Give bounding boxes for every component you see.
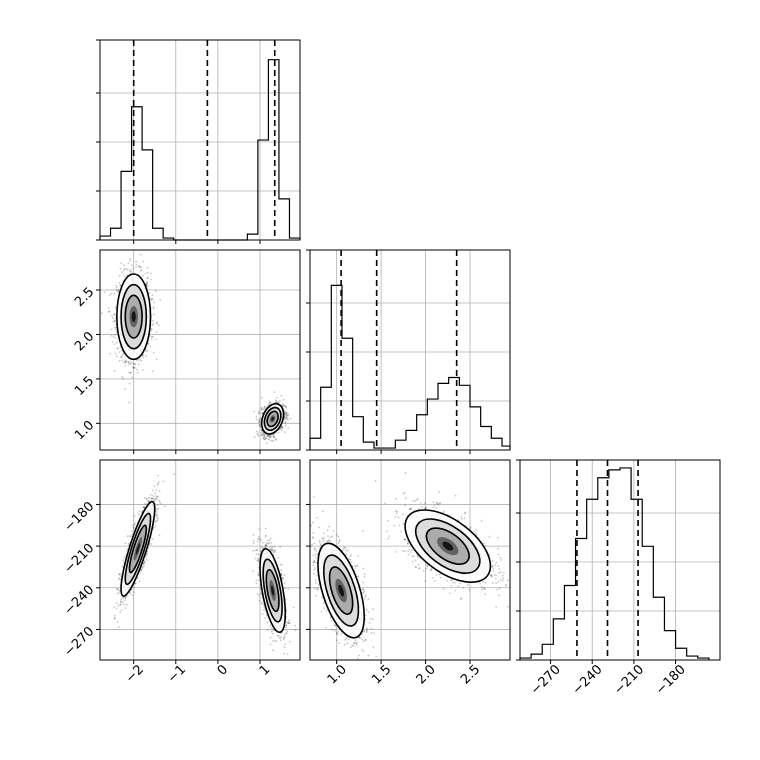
density-level [442, 541, 454, 551]
sample-cluster [253, 391, 292, 444]
sample-cluster [252, 527, 297, 655]
histogram-p0 [99, 59, 301, 241]
contour-line [265, 568, 280, 613]
x-tick-label: 2.0 [414, 662, 439, 687]
contour-line [317, 542, 366, 639]
x-tick-label: −240 [570, 662, 606, 698]
contour-line [322, 554, 360, 627]
density-panel-p2_vs_p0: −2 −1 0 1 −270 −240 −210 −180 [61, 459, 301, 686]
sample-cluster [113, 473, 175, 628]
density-panel-p2_vs_p1: 1.0 1.5 2.0 2.5 [306, 459, 511, 687]
density-panel-p1_vs_p0: 1.0 1.5 2.0 2.5 [72, 249, 301, 454]
y-tick-label: −210 [61, 541, 97, 577]
contour-line [124, 294, 143, 339]
contour-line [414, 518, 481, 574]
x-tick-label: 1 [257, 662, 273, 678]
y-tick-label: −240 [61, 582, 97, 618]
histogram-panel-p0 [96, 39, 301, 244]
histogram-panel-p2: −270 −240 −210 −180 [516, 459, 721, 698]
panel-frame [519, 459, 721, 661]
panel-frame [99, 459, 301, 661]
x-tick-label: −180 [653, 662, 689, 698]
y-tick-label: 2.0 [72, 329, 97, 354]
contour-line [124, 512, 152, 586]
contour-line [116, 273, 152, 361]
contour-line [266, 410, 279, 428]
y-tick-label: 1.0 [72, 418, 97, 443]
histogram-p1 [309, 284, 511, 450]
contour-line [262, 558, 283, 623]
sample-cluster [101, 253, 162, 404]
contour-line [260, 402, 285, 435]
contour-line [120, 283, 148, 350]
contour-line [259, 548, 287, 634]
y-tick-label: −270 [61, 624, 97, 660]
y-tick-label: 1.5 [72, 374, 97, 399]
density-level [131, 311, 136, 322]
histogram-panel-p1 [306, 249, 511, 454]
panel-frame [99, 249, 301, 451]
sample-cluster [374, 471, 509, 608]
x-tick-label: 1.5 [369, 662, 394, 687]
contour-line [120, 500, 156, 597]
histogram-p2 [519, 467, 710, 660]
x-tick-label: −1 [165, 662, 189, 686]
contour-line [263, 406, 282, 432]
contour-line [404, 509, 492, 584]
x-tick-label: −210 [611, 662, 647, 698]
density-level [338, 584, 345, 597]
density-level [271, 585, 275, 596]
x-tick-label: 1.0 [325, 662, 350, 687]
contour-line [328, 566, 354, 615]
panel-frame [99, 39, 301, 241]
density-level [135, 542, 140, 555]
x-tick-label: 2.5 [458, 662, 483, 687]
contour-line [425, 527, 470, 565]
x-tick-label: −270 [528, 662, 564, 698]
x-tick-label: 0 [215, 662, 231, 678]
x-tick-label: −2 [123, 662, 147, 686]
density-level [271, 416, 275, 421]
sample-cluster [310, 496, 378, 660]
y-tick-label: −180 [61, 499, 97, 535]
panel-frame [309, 249, 511, 451]
contour-line [128, 524, 148, 574]
y-tick-label: 2.5 [72, 285, 97, 310]
panel-frame [309, 459, 511, 661]
